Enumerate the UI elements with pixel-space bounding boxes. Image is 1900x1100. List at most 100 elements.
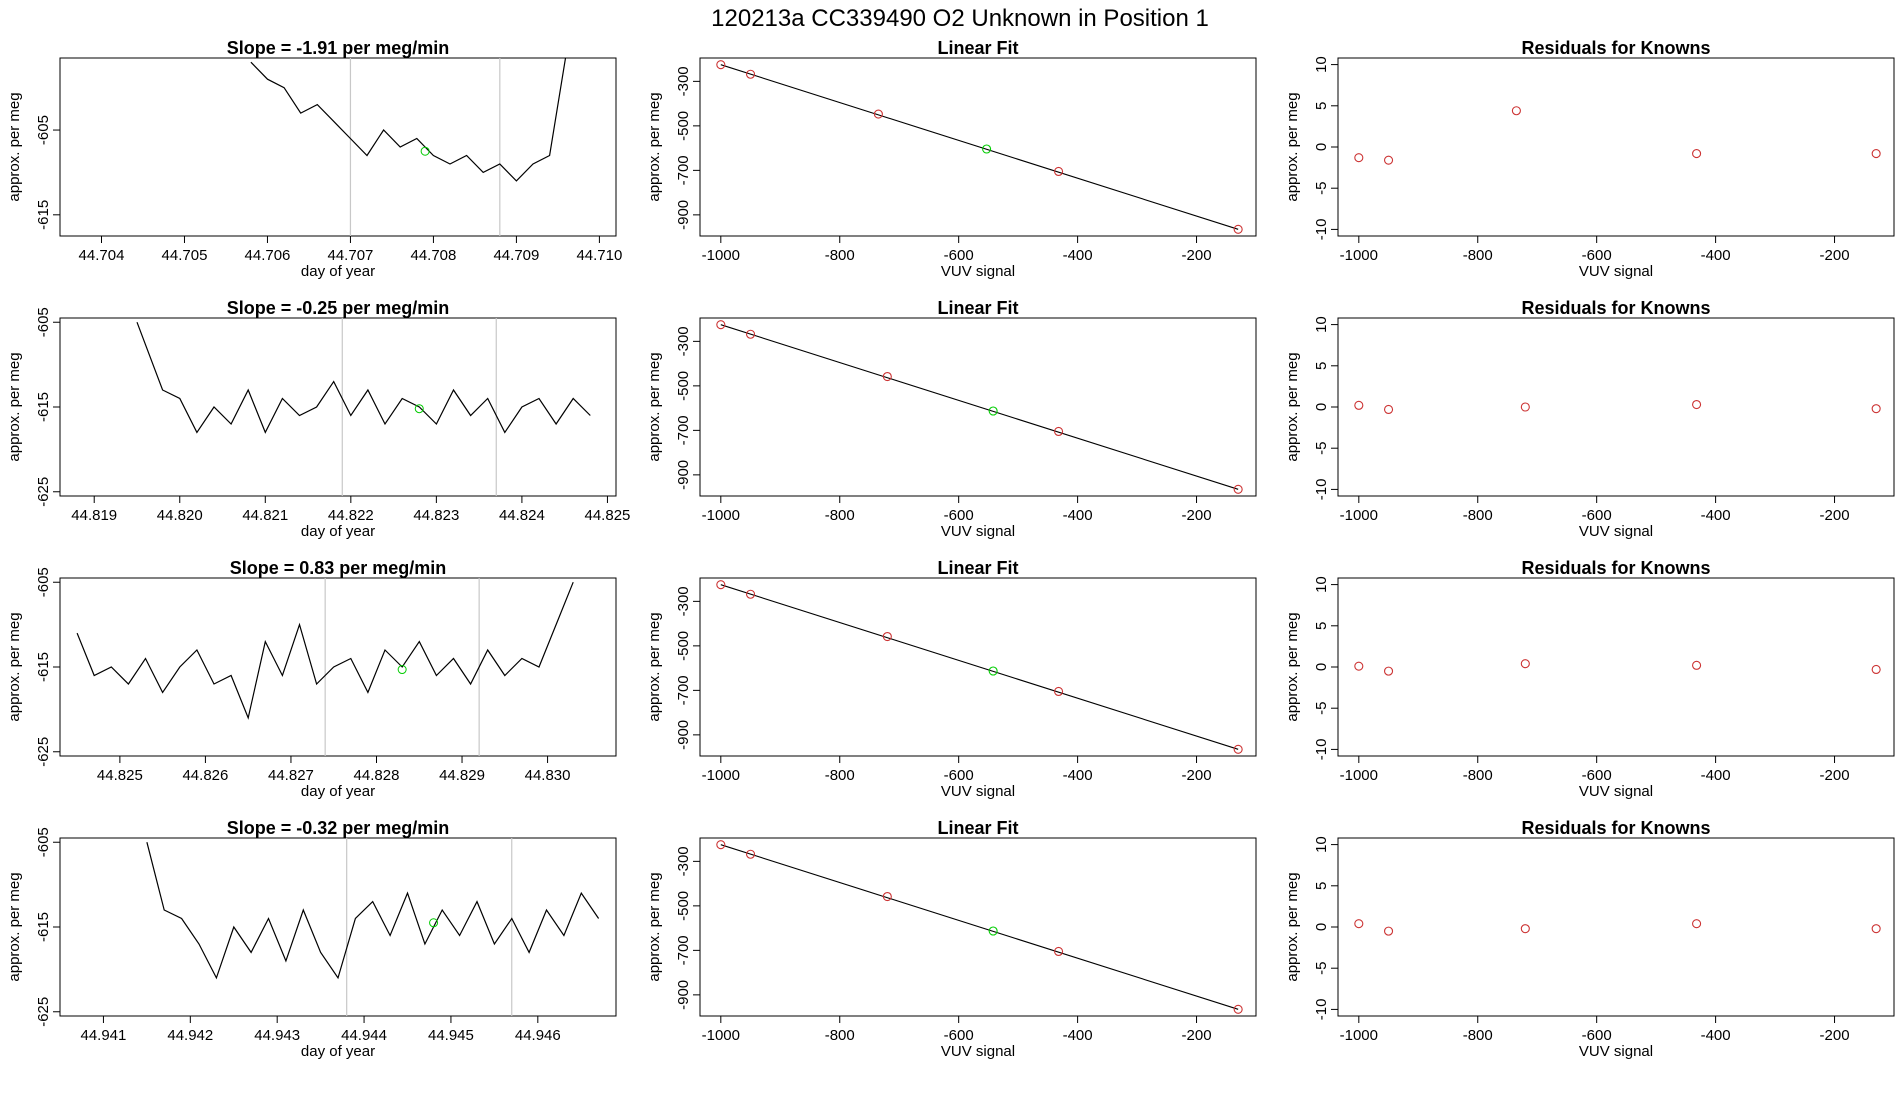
residual-point xyxy=(1354,661,1364,671)
x-tick-label: -600 xyxy=(944,767,974,784)
known-point xyxy=(745,589,756,599)
y-tick-label: -615 xyxy=(35,392,52,422)
panel-title: Slope = -1.91 per meg/min xyxy=(227,38,450,58)
known-point xyxy=(873,109,883,119)
y-tick-label: -700 xyxy=(675,675,692,705)
plot-frame xyxy=(59,317,617,497)
x-tick-label: -800 xyxy=(825,247,855,264)
x-tick-label: -800 xyxy=(825,767,855,784)
panel-title: Linear Fit xyxy=(937,38,1018,58)
residual-point xyxy=(1520,659,1530,669)
x-tick-label: 44.823 xyxy=(413,507,459,524)
x-tick-label: 44.943 xyxy=(254,1027,300,1044)
x-tick-label: 44.710 xyxy=(576,247,622,264)
x-tick-label: 44.825 xyxy=(585,507,631,524)
y-tick-label: -10 xyxy=(1313,479,1330,501)
panel-title: Slope = -0.25 per meg/min xyxy=(227,298,450,318)
plot-frame xyxy=(1337,837,1895,1017)
x-tick-label: -800 xyxy=(1463,1027,1493,1044)
y-tick-label: -900 xyxy=(675,720,692,750)
plot-area xyxy=(76,578,574,756)
known-point xyxy=(882,371,892,382)
x-tick-label: 44.706 xyxy=(245,247,291,264)
fit-line xyxy=(720,584,1239,750)
residual-point xyxy=(1383,155,1394,165)
plot-frame xyxy=(699,577,1257,757)
y-tick-label: -10 xyxy=(1313,219,1330,241)
y-tick-label: -700 xyxy=(675,155,692,185)
known-point xyxy=(716,580,726,590)
known-point xyxy=(1233,484,1243,494)
y-tick-label: -900 xyxy=(675,200,692,230)
y-tick-label: -5 xyxy=(1313,442,1330,455)
plot-area xyxy=(1354,106,1881,165)
x-axis-label: VUV signal xyxy=(941,783,1015,800)
y-tick-label: 0 xyxy=(1313,143,1330,151)
y-tick-label: -605 xyxy=(35,567,52,597)
x-tick-label: -1000 xyxy=(702,507,740,524)
residual-point xyxy=(1871,149,1881,159)
x-tick-label: 44.826 xyxy=(182,767,228,784)
plot-frame xyxy=(59,837,617,1017)
panel-grid: Slope = -1.91 per meg/min 44.704 44.705 44.… xyxy=(6,38,1895,1060)
x-axis-label: VUV signal xyxy=(941,1043,1015,1060)
x-tick-label: 44.830 xyxy=(525,767,571,784)
y-axis-label: approx. per meg xyxy=(1284,612,1301,721)
x-axis-label: day of year xyxy=(301,1043,375,1060)
x-tick-label: -600 xyxy=(1582,767,1612,784)
x-tick-label: 44.945 xyxy=(428,1027,474,1044)
x-tick-label: 44.821 xyxy=(242,507,288,524)
y-axis-label: approx. per meg xyxy=(646,352,663,461)
x-tick-label: 44.824 xyxy=(499,507,545,524)
y-tick-label: -900 xyxy=(675,460,692,490)
x-tick-label: -200 xyxy=(1820,1027,1850,1044)
x-tick-label: 44.942 xyxy=(167,1027,213,1044)
x-tick-label: 44.828 xyxy=(354,767,400,784)
plot-frame xyxy=(699,317,1257,497)
x-tick-label: -400 xyxy=(1063,507,1093,524)
x-tick-label: 44.946 xyxy=(515,1027,561,1044)
unknown-point xyxy=(988,926,998,936)
plot-frame xyxy=(59,57,617,237)
y-tick-label: -5 xyxy=(1313,182,1330,195)
x-tick-label: -1000 xyxy=(702,247,740,264)
data-series-line xyxy=(76,581,574,720)
x-tick-label: 44.708 xyxy=(410,247,456,264)
panel-title: Residuals for Knowns xyxy=(1521,298,1710,318)
y-tick-label: -700 xyxy=(675,935,692,965)
x-axis-label: day of year xyxy=(301,783,375,800)
x-tick-label: -800 xyxy=(1463,247,1493,264)
x-tick-label: -1000 xyxy=(702,1027,740,1044)
plot-frame xyxy=(59,577,617,757)
y-tick-label: 10 xyxy=(1313,836,1330,853)
y-tick-label: 10 xyxy=(1313,56,1330,73)
chart-panel-7: Slope = 0.83 per meg/min 44.825 44.826 44.8… xyxy=(6,558,617,800)
y-tick-label: -605 xyxy=(35,115,52,145)
panel-title: Slope = 0.83 per meg/min xyxy=(230,558,447,578)
x-tick-label: -1000 xyxy=(702,767,740,784)
y-tick-label: -605 xyxy=(35,827,52,857)
plot-frame xyxy=(699,57,1257,237)
panel-title: Linear Fit xyxy=(937,558,1018,578)
unknown-point xyxy=(982,144,992,154)
y-tick-label: -605 xyxy=(35,307,52,337)
plot-area xyxy=(716,580,1243,754)
x-tick-label: -400 xyxy=(1701,1027,1731,1044)
panel-title: Residuals for Knowns xyxy=(1521,38,1710,58)
unknown-mean-marker xyxy=(420,146,430,156)
y-tick-label: 5 xyxy=(1313,622,1330,630)
residual-point xyxy=(1511,106,1521,116)
y-tick-label: -500 xyxy=(675,891,692,921)
plot-area xyxy=(250,58,567,236)
y-tick-label: -500 xyxy=(675,371,692,401)
fit-line xyxy=(720,324,1239,490)
figure-title: 120213a CC339490 O2 Unknown in Position … xyxy=(711,5,1209,32)
y-tick-label: 10 xyxy=(1313,576,1330,593)
residual-point xyxy=(1354,400,1364,410)
x-tick-label: -800 xyxy=(1463,767,1493,784)
known-point xyxy=(1054,946,1064,957)
plot-area xyxy=(1354,919,1881,936)
x-tick-label: -800 xyxy=(825,507,855,524)
known-point xyxy=(745,849,756,859)
x-tick-label: -400 xyxy=(1063,767,1093,784)
